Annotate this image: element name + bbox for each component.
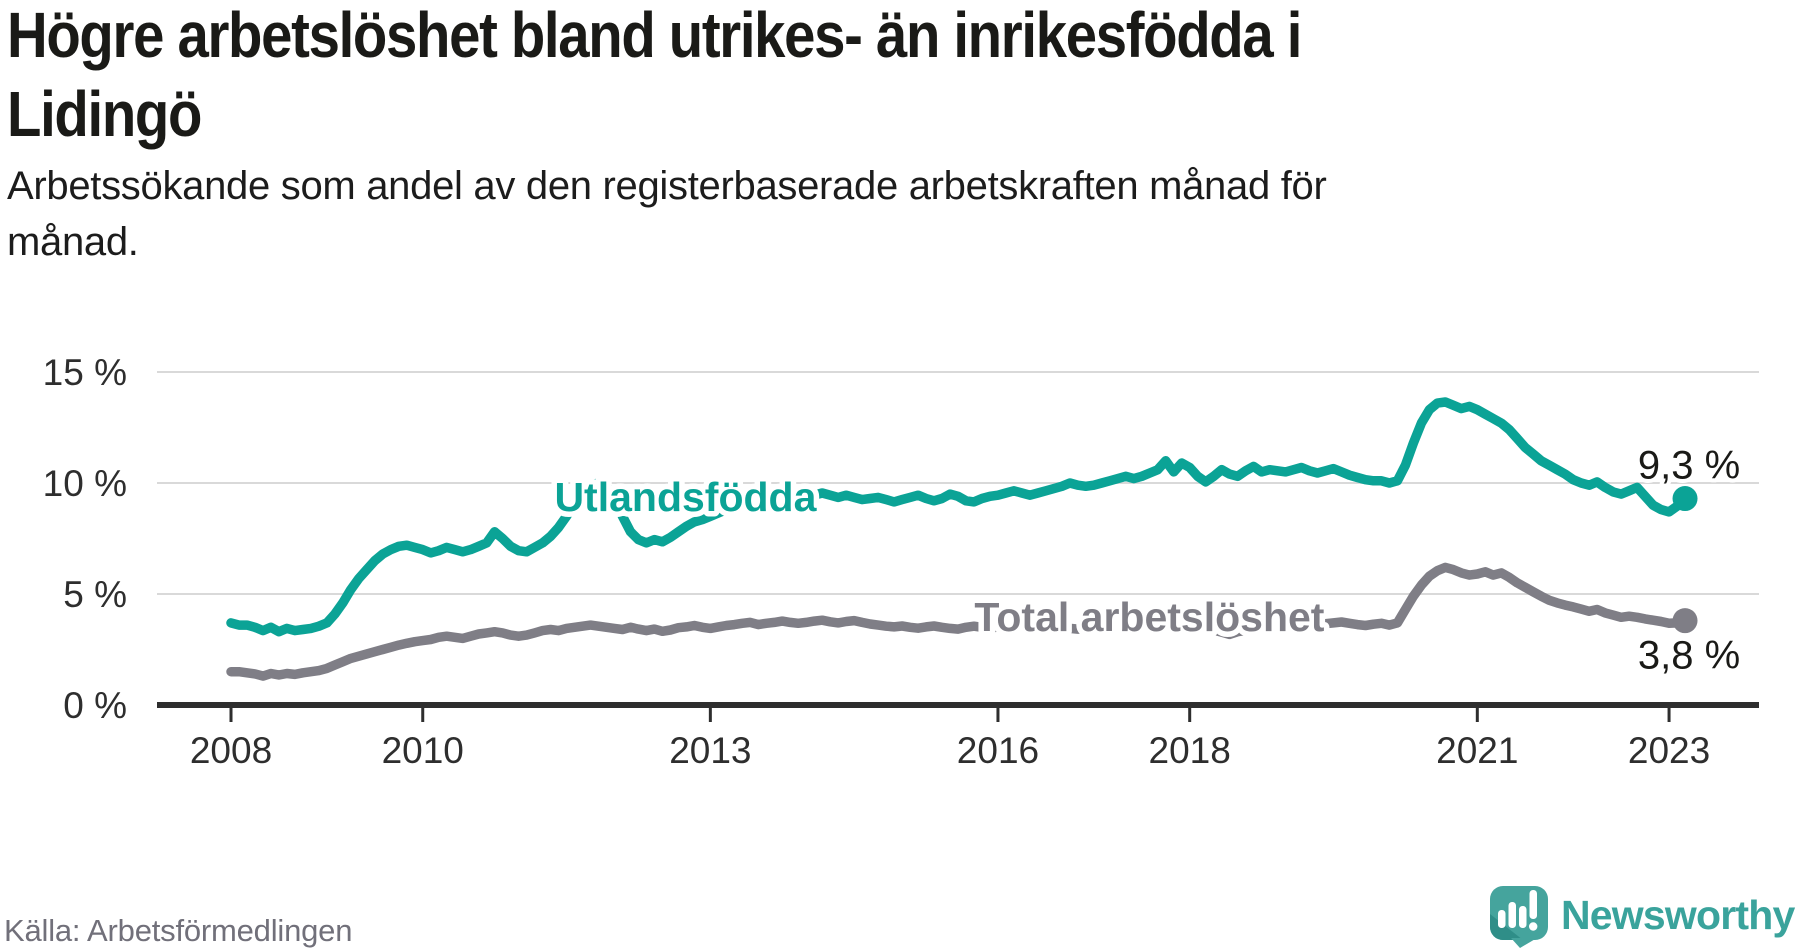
y-axis-tick-label: 0 %	[63, 685, 127, 726]
newsworthy-logo-icon	[1490, 886, 1548, 948]
x-axis-tick-label: 2018	[1149, 730, 1231, 771]
page-title: Högre arbetslöshet bland utrikes- än inr…	[7, 0, 1302, 150]
y-axis-tick-label: 10 %	[43, 463, 127, 504]
series-end-dot	[1672, 486, 1698, 512]
source-note: Källa: Arbetsförmedlingen	[4, 913, 353, 948]
x-axis-tick-label: 2010	[382, 730, 464, 771]
series-end-value-label: 9,3 %	[1638, 444, 1740, 488]
series-end-dot	[1672, 608, 1698, 634]
series-inline-label: Total arbetslöshet	[974, 594, 1324, 640]
x-axis-tick-label: 2008	[190, 730, 272, 771]
x-axis-tick-label: 2023	[1628, 730, 1710, 771]
x-axis-tick-label: 2021	[1436, 730, 1518, 771]
page-subtitle: Arbetssökande som andel av den registerb…	[7, 164, 1327, 264]
series-line	[226, 397, 1690, 637]
y-axis-tick-label: 5 %	[63, 574, 127, 615]
y-axis-tick-label: 15 %	[43, 352, 127, 393]
series-inline-label: Utlandsfödda	[554, 474, 817, 520]
brand: Newsworthy	[1489, 884, 1800, 948]
brand-name: Newsworthy	[1561, 892, 1795, 938]
x-axis-tick-label: 2013	[669, 730, 751, 771]
series-end-value-label: 3,8 %	[1638, 634, 1740, 678]
series-line	[226, 562, 1690, 681]
x-axis-tick-label: 2016	[957, 730, 1039, 771]
